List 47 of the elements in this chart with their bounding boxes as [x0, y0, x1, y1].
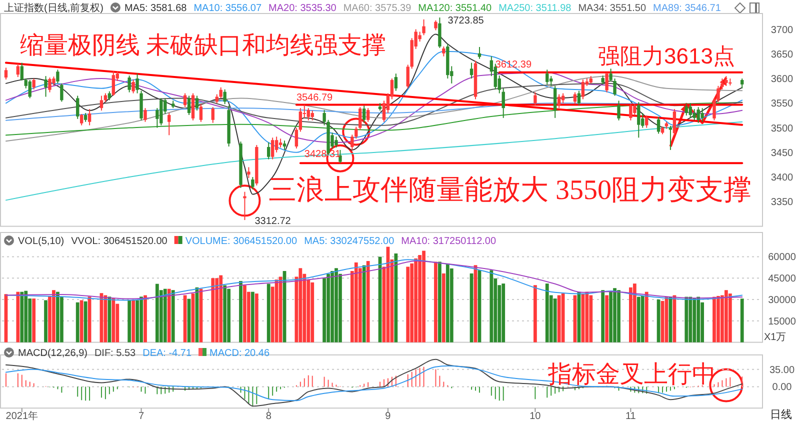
x-tick-label: 8 [266, 411, 272, 421]
y-tick-label: 30000 [768, 295, 796, 306]
chart-title: VOL(5,10) [18, 236, 64, 247]
chart-title: MACD(12,26,9) [18, 348, 88, 359]
legend-label: MACD: 20.46 [210, 348, 270, 359]
text: MA250: 3511.98 [498, 3, 572, 14]
chart-title: 上证指数(日线,前复权) [4, 2, 104, 14]
text: MA120: 3551.40 [418, 3, 492, 14]
chart-subtitle: VVOL: 306451520.00 [71, 236, 168, 247]
y-tick-label: 3650 [770, 49, 794, 60]
text: MA34: 3551.50 [578, 3, 646, 14]
y-tick-label: 45000 [768, 274, 796, 285]
annotation: 三浪上攻伴随量能放大 3550阻力变支撑 [268, 175, 752, 206]
annotation: 3723.85 [448, 16, 484, 27]
y-tick-label: 3450 [770, 148, 794, 159]
series-label: MA5: 330247552.00 [304, 236, 395, 247]
y-tick-label: 3500 [770, 123, 794, 134]
y-tick-label: 35.00 [769, 364, 795, 376]
y-tick-label: 60000 [768, 252, 796, 264]
y-tick-label: 3600 [770, 74, 794, 86]
legend-label: VOLUME: 306451520.00 [185, 236, 298, 247]
y-tick-label: 0.00 [772, 382, 792, 394]
annotation: 指标金叉上行中 [547, 362, 716, 388]
text: MA10: 3556.07 [194, 3, 262, 14]
text: 日线 [770, 408, 792, 421]
annotation: 3312.72 [254, 216, 292, 228]
text: MA20: 3535.30 [268, 3, 337, 14]
text: DIF: 5.53 [94, 348, 136, 359]
x-tick-label: 10 [530, 411, 542, 421]
annotation: 强阻力3613点 [598, 43, 735, 68]
y-tick-label: 3700 [770, 24, 794, 36]
text: X1万 [764, 332, 786, 343]
text: MA5: 3581.68 [124, 3, 188, 14]
x-tick-label: 7 [138, 411, 144, 421]
y-tick-label: 15000 [768, 316, 796, 328]
x-tick-label: 9 [385, 411, 392, 421]
text: MA89: 3546.71 [653, 3, 722, 14]
y-tick-label: 3350 [770, 197, 794, 208]
annotation: 3546.79 [296, 92, 334, 104]
text: DEA: -4.71 [142, 348, 192, 359]
text: MA60: 3575.39 [343, 3, 412, 14]
y-tick-label: 3550 [770, 98, 794, 110]
x-tick-label: 2021年 [6, 410, 38, 421]
x-tick-label: 11 [625, 411, 636, 421]
series-label: MA10: 317250112.00 [401, 236, 496, 247]
y-tick-label: 3400 [770, 172, 794, 184]
annotation: 缩量极阴线 未破缺口和均线强支撑 [20, 32, 386, 59]
